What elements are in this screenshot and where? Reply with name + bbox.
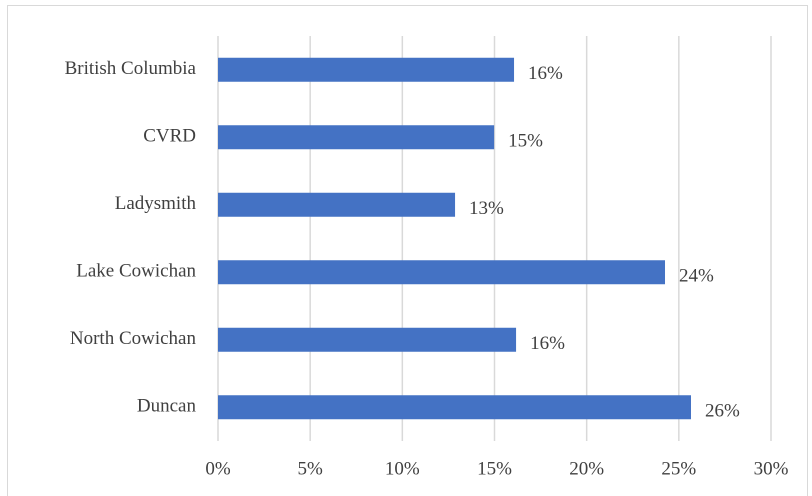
bar xyxy=(218,327,517,352)
x-tick-label: 25% xyxy=(661,458,696,479)
y-tick-label: Lake Cowichan xyxy=(76,261,196,282)
data-label: 26% xyxy=(705,401,740,422)
bar xyxy=(218,125,495,150)
y-tick-label: British Columbia xyxy=(65,58,197,79)
bar xyxy=(218,192,456,217)
x-tick-label: 30% xyxy=(754,458,789,479)
data-label: 13% xyxy=(469,198,504,219)
data-label: 16% xyxy=(530,333,565,354)
bar xyxy=(218,395,691,420)
data-label: 15% xyxy=(508,131,543,152)
data-label: 16% xyxy=(528,63,563,84)
x-tick-label: 20% xyxy=(569,458,604,479)
y-tick-label: CVRD xyxy=(143,126,196,147)
x-tick-label: 10% xyxy=(385,458,420,479)
y-tick-label: Ladysmith xyxy=(115,193,197,214)
x-tick-label: 15% xyxy=(477,458,512,479)
x-tick-label: 5% xyxy=(298,458,324,479)
y-tick-label: Duncan xyxy=(137,396,197,417)
x-tick-label: 0% xyxy=(205,458,231,479)
bar xyxy=(218,57,515,82)
bar xyxy=(218,260,666,285)
data-label: 24% xyxy=(679,266,714,287)
y-tick-label: North Cowichan xyxy=(70,328,197,349)
